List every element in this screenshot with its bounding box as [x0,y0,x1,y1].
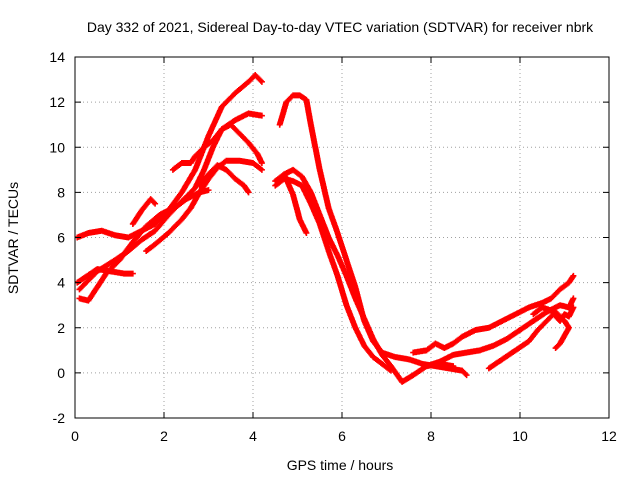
series-track-4 [76,187,212,304]
data-point-markers [272,175,394,374]
y-tick-label: 4 [57,275,65,291]
y-tick-label: 8 [57,184,65,200]
tick-layer: 0 2 4 6 8 10 12 -2 0 2 4 6 8 10 12 14 [49,49,617,444]
data-layer [75,72,577,385]
chart-title: Day 332 of 2021, Sidereal Day-to-day VTE… [87,19,594,35]
data-point-markers [196,162,252,196]
y-tick-label: 6 [57,230,65,246]
series-track-14 [423,295,577,370]
series-track-12 [272,175,394,374]
series-track-13 [410,272,577,356]
x-tick-label: 8 [427,428,435,444]
data-point-markers [530,304,572,352]
data-point-markers [129,196,159,227]
y-tick-label: 10 [49,139,65,155]
x-tick-label: 0 [71,428,79,444]
y-tick-label: 14 [49,49,65,65]
y-tick-label: 2 [57,320,65,336]
series-track-16 [530,304,572,352]
x-tick-label: 10 [512,428,528,444]
data-point-markers [76,187,212,304]
series-track-7 [169,121,265,173]
x-axis-label: GPS time / hours [287,457,394,473]
y-tick-label: 0 [57,365,65,381]
data-point-markers [423,295,577,370]
x-tick-label: 12 [601,428,617,444]
y-axis-label: SDTVAR / TECUs [5,182,21,294]
series-track-8 [196,162,252,196]
data-point-markers [169,121,265,173]
series-track-10 [272,166,457,385]
series-track-15 [485,304,577,372]
y-tick-label: -2 [53,410,66,426]
x-tick-label: 6 [338,428,346,444]
data-point-markers [485,304,577,372]
x-tick-label: 4 [249,428,257,444]
y-tick-label: 12 [49,94,65,110]
series-track-5 [129,196,159,227]
data-point-markers [272,166,457,385]
data-point-markers [410,272,577,356]
x-tick-label: 2 [160,428,168,444]
